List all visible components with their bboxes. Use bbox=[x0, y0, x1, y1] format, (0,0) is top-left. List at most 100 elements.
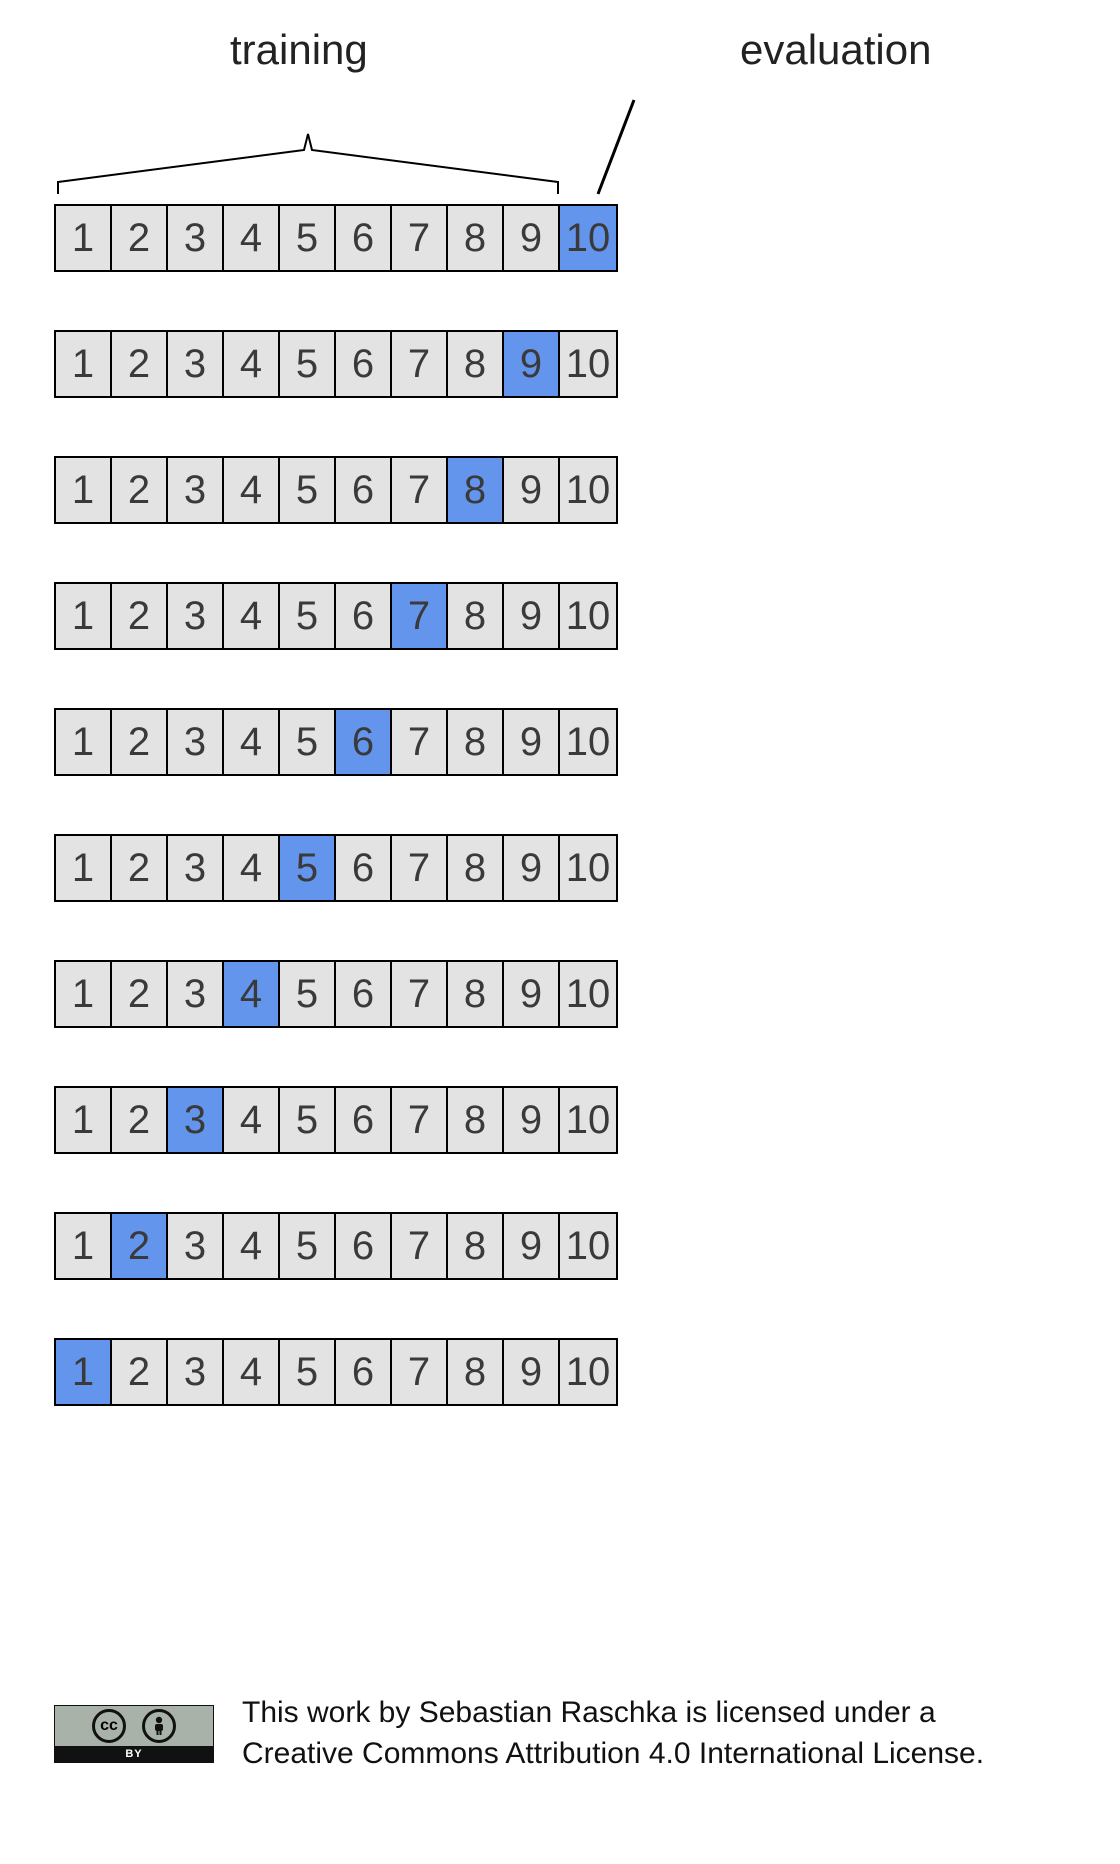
train-cell: 1 bbox=[56, 1214, 112, 1278]
train-cell: 10 bbox=[560, 1340, 616, 1404]
train-cell: 10 bbox=[560, 458, 616, 522]
train-cell: 4 bbox=[224, 584, 280, 648]
eval-cell: 9 bbox=[504, 332, 560, 396]
fold-row: 12345678910 bbox=[54, 1212, 618, 1280]
train-cell: 1 bbox=[56, 710, 112, 774]
eval-cell: 6 bbox=[336, 710, 392, 774]
training-label: training bbox=[230, 26, 368, 74]
train-cell: 1 bbox=[56, 584, 112, 648]
train-cell: 3 bbox=[168, 206, 224, 270]
fold-row: 12345678910 bbox=[54, 834, 618, 902]
train-cell: 4 bbox=[224, 332, 280, 396]
train-cell: 2 bbox=[112, 1088, 168, 1152]
training-brace bbox=[54, 94, 558, 194]
train-cell: 6 bbox=[336, 584, 392, 648]
fold-row: 12345678910 bbox=[54, 582, 618, 650]
train-cell: 9 bbox=[504, 710, 560, 774]
train-cell: 2 bbox=[112, 458, 168, 522]
train-cell: 6 bbox=[336, 1088, 392, 1152]
train-cell: 2 bbox=[112, 962, 168, 1026]
train-cell: 8 bbox=[448, 206, 504, 270]
fold-row: 12345678910 bbox=[54, 330, 618, 398]
train-cell: 3 bbox=[168, 458, 224, 522]
train-cell: 6 bbox=[336, 1340, 392, 1404]
train-cell: 8 bbox=[448, 332, 504, 396]
train-cell: 10 bbox=[560, 710, 616, 774]
train-cell: 5 bbox=[280, 206, 336, 270]
train-cell: 3 bbox=[168, 1214, 224, 1278]
eval-cell: 4 bbox=[224, 962, 280, 1026]
train-cell: 8 bbox=[448, 1088, 504, 1152]
train-cell: 9 bbox=[504, 836, 560, 900]
train-cell: 6 bbox=[336, 962, 392, 1026]
fold-row: 12345678910 bbox=[54, 456, 618, 524]
train-cell: 3 bbox=[168, 1340, 224, 1404]
diagram-canvas: training evaluation 12345678910123456789… bbox=[0, 0, 1120, 1864]
eval-cell: 2 bbox=[112, 1214, 168, 1278]
fold-row: 12345678910 bbox=[54, 1086, 618, 1154]
train-cell: 8 bbox=[448, 584, 504, 648]
train-cell: 9 bbox=[504, 1340, 560, 1404]
train-cell: 5 bbox=[280, 458, 336, 522]
train-cell: 5 bbox=[280, 1340, 336, 1404]
train-cell: 10 bbox=[560, 836, 616, 900]
attribution-text: This work by Sebastian Raschka is licens… bbox=[242, 1693, 984, 1774]
train-cell: 4 bbox=[224, 1088, 280, 1152]
eval-cell: 7 bbox=[392, 584, 448, 648]
train-cell: 10 bbox=[560, 1088, 616, 1152]
train-cell: 10 bbox=[560, 584, 616, 648]
train-cell: 2 bbox=[112, 710, 168, 774]
train-cell: 4 bbox=[224, 1214, 280, 1278]
train-cell: 3 bbox=[168, 584, 224, 648]
train-cell: 4 bbox=[224, 710, 280, 774]
train-cell: 6 bbox=[336, 206, 392, 270]
train-cell: 8 bbox=[448, 836, 504, 900]
train-cell: 3 bbox=[168, 836, 224, 900]
train-cell: 9 bbox=[504, 1088, 560, 1152]
eval-cell: 8 bbox=[448, 458, 504, 522]
train-cell: 8 bbox=[448, 1214, 504, 1278]
train-cell: 5 bbox=[280, 1088, 336, 1152]
train-cell: 7 bbox=[392, 836, 448, 900]
train-cell: 3 bbox=[168, 332, 224, 396]
train-cell: 3 bbox=[168, 962, 224, 1026]
train-cell: 1 bbox=[56, 836, 112, 900]
train-cell: 5 bbox=[280, 584, 336, 648]
train-cell: 8 bbox=[448, 710, 504, 774]
train-cell: 5 bbox=[280, 710, 336, 774]
train-cell: 8 bbox=[448, 1340, 504, 1404]
train-cell: 5 bbox=[280, 332, 336, 396]
eval-cell: 10 bbox=[560, 206, 616, 270]
train-cell: 7 bbox=[392, 710, 448, 774]
train-cell: 9 bbox=[504, 584, 560, 648]
train-cell: 1 bbox=[56, 458, 112, 522]
train-cell: 7 bbox=[392, 206, 448, 270]
by-label: BY bbox=[55, 1746, 213, 1762]
train-cell: 6 bbox=[336, 1214, 392, 1278]
train-cell: 2 bbox=[112, 836, 168, 900]
train-cell: 9 bbox=[504, 458, 560, 522]
fold-row: 12345678910 bbox=[54, 708, 618, 776]
train-cell: 1 bbox=[56, 332, 112, 396]
train-cell: 1 bbox=[56, 1088, 112, 1152]
train-cell: 7 bbox=[392, 1340, 448, 1404]
eval-cell: 1 bbox=[56, 1340, 112, 1404]
eval-cell: 3 bbox=[168, 1088, 224, 1152]
attribution-line-1: This work by Sebastian Raschka is licens… bbox=[242, 1693, 984, 1734]
train-cell: 5 bbox=[280, 1214, 336, 1278]
train-cell: 3 bbox=[168, 710, 224, 774]
train-cell: 2 bbox=[112, 1340, 168, 1404]
fold-row: 12345678910 bbox=[54, 204, 618, 272]
cc-by-badge: cc BY bbox=[54, 1705, 214, 1763]
train-cell: 7 bbox=[392, 1214, 448, 1278]
train-cell: 9 bbox=[504, 962, 560, 1026]
train-cell: 5 bbox=[280, 962, 336, 1026]
train-cell: 6 bbox=[336, 836, 392, 900]
train-cell: 9 bbox=[504, 1214, 560, 1278]
train-cell: 4 bbox=[224, 458, 280, 522]
train-cell: 1 bbox=[56, 962, 112, 1026]
train-cell: 8 bbox=[448, 962, 504, 1026]
attribution-line-2: Creative Commons Attribution 4.0 Interna… bbox=[242, 1734, 984, 1775]
train-cell: 2 bbox=[112, 584, 168, 648]
train-cell: 7 bbox=[392, 1088, 448, 1152]
